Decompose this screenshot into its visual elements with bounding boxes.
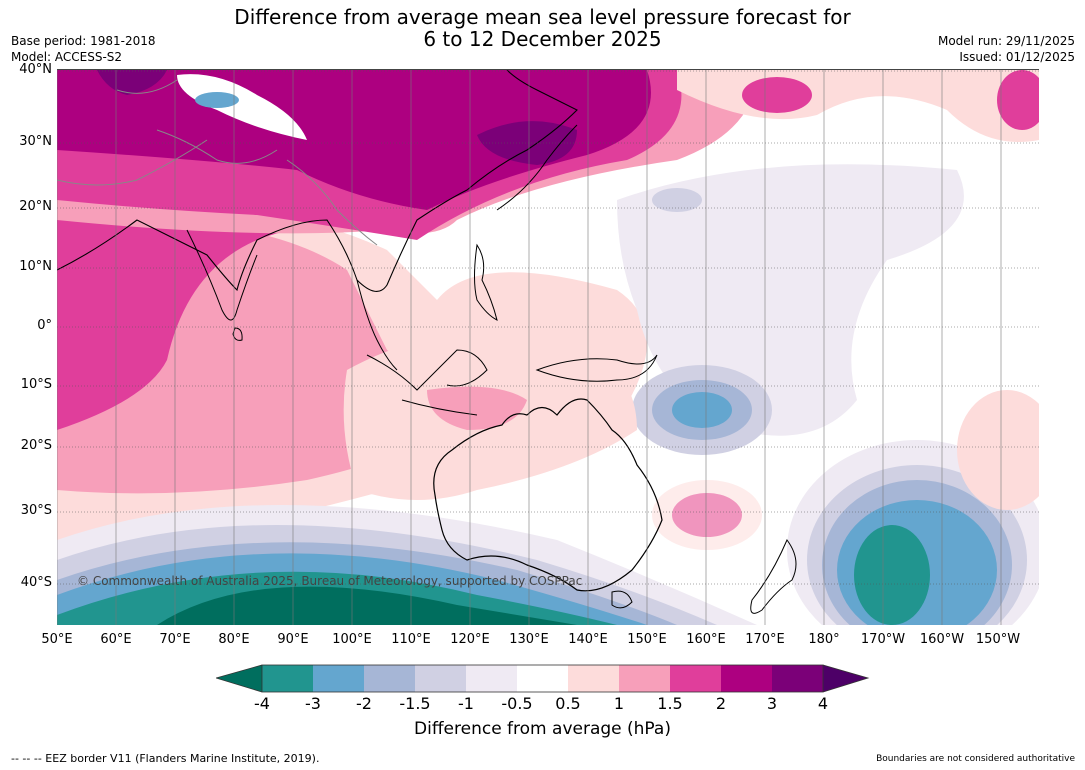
- lon-label-100e: 100°E: [332, 632, 372, 647]
- anomaly-neg-2-coral-sea: [672, 392, 732, 428]
- anomaly-pos-3-west: [97, 70, 167, 95]
- lon-label-60e: 60°E: [100, 632, 132, 647]
- colorbar-tick-label: 3: [766, 694, 778, 713]
- anomaly-pos-1.5-far-ne: [997, 70, 1039, 130]
- india-coastline: [186, 229, 258, 321]
- colorbar-segment: [466, 665, 517, 692]
- title-line-1: Difference from average mean sea level p…: [234, 5, 851, 29]
- anomaly-neg-3-se-pacific: [854, 525, 930, 625]
- map-canvas: [57, 70, 1039, 625]
- lat-label-30n: 30°N: [19, 134, 52, 149]
- colorbar-segment: [772, 665, 823, 692]
- anomaly-neg-1-pacific: [652, 188, 702, 212]
- anomaly-pos-1-australia: [427, 386, 527, 430]
- copyright-notice: © Commonwealth of Australia 2025, Bureau…: [77, 574, 583, 588]
- colorbar-segment: [262, 665, 313, 692]
- colorbar-tick-label: 0.5: [555, 694, 581, 713]
- colorbar-tick-label: 2: [715, 694, 727, 713]
- base-period: Base period: 1981-2018: [11, 34, 156, 48]
- japan: [496, 124, 578, 211]
- model-name: Model: ACCESS-S2: [11, 50, 123, 64]
- lon-label-180: 180°: [808, 632, 840, 647]
- lat-label-40n: 40°N: [19, 62, 52, 77]
- lon-label-170e: 170°E: [745, 632, 785, 647]
- lat-label-0: 0°: [37, 318, 52, 333]
- map-title: Difference from average mean sea level p…: [0, 6, 1085, 50]
- tasmania-coastline: [611, 590, 633, 609]
- new-zealand-coastline: [750, 539, 797, 614]
- lon-label-110e: 110°E: [391, 632, 431, 647]
- colorbar: [216, 664, 870, 693]
- eez-legend: -- -- -- EEZ border V11 (Flanders Marine…: [11, 752, 320, 765]
- asia-coastline: [57, 70, 578, 292]
- lon-label-160e: 160°E: [686, 632, 726, 647]
- java: [401, 399, 478, 416]
- colorbar-tick-label: -0.5: [501, 694, 533, 713]
- colorbar-tick-label: 1.5: [657, 694, 683, 713]
- borneo-sumatra: [366, 349, 488, 391]
- philippines: [474, 243, 498, 321]
- anomaly-pos-0.5-tasman: [652, 480, 762, 550]
- model-run: Model run: 29/11/2025: [937, 34, 1075, 48]
- colorbar-title: Difference from average (hPa): [414, 719, 671, 739]
- lat-label-10n: 10°N: [19, 259, 52, 274]
- colorbar-tick-label: -1: [458, 694, 474, 713]
- lon-label-50e: 50°E: [41, 632, 73, 647]
- australia-coastline: [433, 398, 663, 592]
- colorbar-segment: [670, 665, 721, 692]
- lon-label-70e: 70°E: [159, 632, 191, 647]
- lon-label-140e: 140°E: [568, 632, 608, 647]
- lon-label-170w: 170°W: [860, 632, 906, 647]
- title-line-2: 6 to 12 December 2025: [423, 27, 662, 51]
- colorbar-tick-label: -4: [254, 694, 270, 713]
- colorbar-segment: [364, 665, 415, 692]
- lon-label-80e: 80°E: [218, 632, 250, 647]
- colorbar-tick-label: 4: [817, 694, 829, 713]
- boundary-disclaimer: Boundaries are not considered authoritat…: [876, 754, 1075, 764]
- anomaly-neg-tibet-core: [195, 92, 239, 108]
- lat-label-10s: 10°S: [20, 377, 52, 392]
- indochina-coastline: [356, 279, 398, 371]
- colorbar-segments: [216, 665, 868, 692]
- anomaly-neg-4-southern: [157, 586, 577, 625]
- colorbar-segment: [721, 665, 772, 692]
- colorbar-extend-high: [823, 665, 868, 692]
- lon-label-150w: 150°W: [975, 632, 1021, 647]
- pressure-anomaly-map[interactable]: [57, 69, 1039, 625]
- colorbar-segment: [619, 665, 670, 692]
- colorbar-tick-label: 1: [613, 694, 625, 713]
- colorbar-extend-low: [216, 665, 262, 692]
- meridians: [57, 70, 1002, 625]
- lat-label-20n: 20°N: [19, 199, 52, 214]
- colorbar-segment: [568, 665, 619, 692]
- colorbar-segment: [415, 665, 466, 692]
- issued-date: Issued: 01/12/2025: [959, 50, 1075, 64]
- new-guinea-coastline: [535, 354, 658, 382]
- colorbar-segment: [313, 665, 364, 692]
- anomaly-neg-tibet: [177, 74, 307, 140]
- meta-right: Model run: 29/11/2025 Issued: 01/12/2025: [938, 33, 1075, 65]
- lon-label-120e: 120°E: [450, 632, 490, 647]
- colorbar-tick-label: -1.5: [399, 694, 431, 713]
- anomaly-pos-east-pacific: [957, 390, 1039, 510]
- colorbar-tick-label: -2: [356, 694, 372, 713]
- lon-label-130e: 130°E: [509, 632, 549, 647]
- colorbar-segment: [517, 665, 568, 692]
- lat-label-40s: 40°S: [20, 575, 52, 590]
- meta-left: Base period: 1981-2018 Model: ACCESS-S2: [11, 33, 156, 65]
- country-borders: [57, 79, 378, 246]
- anomaly-pos-1.5-indian: [57, 170, 377, 430]
- colorbar-tick-label: -3: [305, 694, 321, 713]
- lat-label-30s: 30°S: [20, 503, 52, 518]
- lon-label-90e: 90°E: [277, 632, 309, 647]
- anomaly-pos-1.5-pacific-ne: [742, 77, 812, 113]
- lon-label-160w: 160°W: [919, 632, 965, 647]
- lat-label-20s: 20°S: [20, 438, 52, 453]
- lon-label-150e: 150°E: [627, 632, 667, 647]
